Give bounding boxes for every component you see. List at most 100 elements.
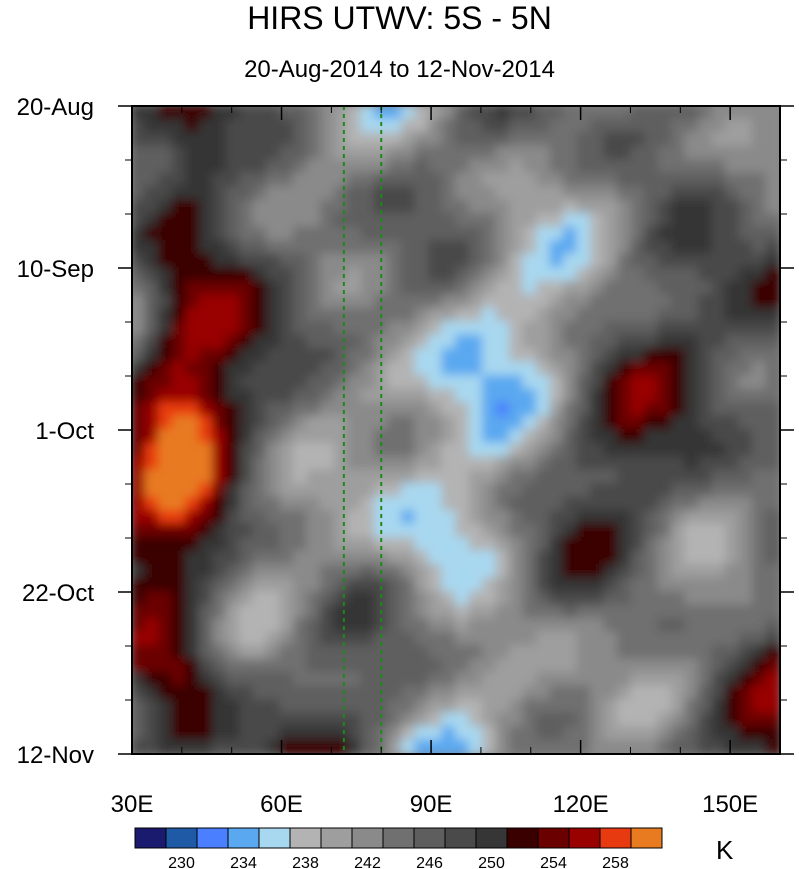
field-cell [158, 699, 174, 715]
field-cell [360, 469, 376, 485]
field-cell [644, 388, 660, 404]
field-cell [711, 591, 727, 607]
field-cell [212, 415, 228, 431]
field-cell [698, 699, 714, 715]
field-cell [306, 672, 322, 688]
field-cell [617, 564, 633, 580]
field-cell [468, 267, 484, 283]
field-cell [468, 672, 484, 688]
field-cell [522, 456, 538, 472]
field-cell [279, 118, 295, 134]
field-cell [711, 213, 727, 229]
field-cell [266, 442, 282, 458]
field-cell [428, 591, 444, 607]
field-cell [306, 240, 322, 256]
y-tick-label: 1-Oct [35, 418, 94, 445]
field-cell [144, 294, 160, 310]
field-cell [266, 496, 282, 512]
field-cell [198, 118, 214, 134]
field-cell [482, 456, 498, 472]
field-cell [617, 361, 633, 377]
field-cell [428, 618, 444, 634]
field-cell [414, 361, 430, 377]
field-cell [293, 294, 309, 310]
field-cell [279, 523, 295, 539]
field-cell [132, 591, 147, 607]
field-cell [495, 118, 511, 134]
field-cell [617, 550, 633, 566]
field-cell [387, 712, 403, 728]
field-cell [185, 429, 201, 445]
field-cell [414, 267, 430, 283]
field-cell [630, 294, 646, 310]
field-cell [401, 591, 417, 607]
field-cell [617, 658, 633, 674]
field-cell [482, 712, 498, 728]
field-cell [509, 429, 525, 445]
field-cell [698, 685, 714, 701]
field-cell [144, 172, 160, 188]
field-cell [306, 523, 322, 539]
field-cell [549, 523, 565, 539]
field-cell [293, 604, 309, 620]
field-cell [455, 550, 471, 566]
field-cell [684, 550, 700, 566]
field-cell [252, 307, 268, 323]
field-cell [441, 685, 457, 701]
field-cell [333, 496, 349, 512]
field-cell [212, 294, 228, 310]
field-cell [132, 442, 147, 458]
field-cell [185, 159, 201, 175]
field-cell [522, 307, 538, 323]
field-cell [306, 442, 322, 458]
field-cell [590, 159, 606, 175]
field-cell [333, 604, 349, 620]
field-cell [455, 334, 471, 350]
field-cell [455, 307, 471, 323]
field-cell [576, 132, 592, 148]
field-cell [185, 442, 201, 458]
field-cell [590, 456, 606, 472]
field-cell [455, 348, 471, 364]
field-cell [590, 334, 606, 350]
field-cell [293, 172, 309, 188]
field-cell [590, 375, 606, 391]
field-cell [441, 645, 457, 661]
field-cell [738, 213, 754, 229]
field-cell [603, 321, 619, 337]
field-cell [225, 604, 241, 620]
field-cell [387, 186, 403, 202]
field-cell [198, 132, 214, 148]
field-cell [144, 253, 160, 269]
field-cell [711, 550, 727, 566]
field-cell [657, 685, 673, 701]
field-cell [144, 429, 160, 445]
field-cell [644, 739, 660, 754]
field-cell [239, 712, 255, 728]
field-cell [671, 496, 687, 512]
field-cell [279, 375, 295, 391]
field-cell [441, 348, 457, 364]
field-cell [441, 537, 457, 553]
field-cell [360, 145, 376, 161]
field-cell [132, 469, 147, 485]
field-cell [576, 577, 592, 593]
field-cell [414, 645, 430, 661]
field-cell [522, 240, 538, 256]
field-cell [158, 685, 174, 701]
field-cell [252, 510, 268, 526]
field-cell [144, 456, 160, 472]
field-cell [266, 415, 282, 431]
field-cell [603, 523, 619, 539]
field-cell [360, 739, 376, 754]
field-cell [185, 253, 201, 269]
field-cell [617, 253, 633, 269]
field-cell [401, 213, 417, 229]
field-cell [306, 429, 322, 445]
field-cell [644, 429, 660, 445]
field-cell [711, 510, 727, 526]
field-cell [132, 226, 147, 242]
field-cell [509, 199, 525, 215]
colorbar-swatch [506, 827, 539, 849]
field-cell [576, 618, 592, 634]
